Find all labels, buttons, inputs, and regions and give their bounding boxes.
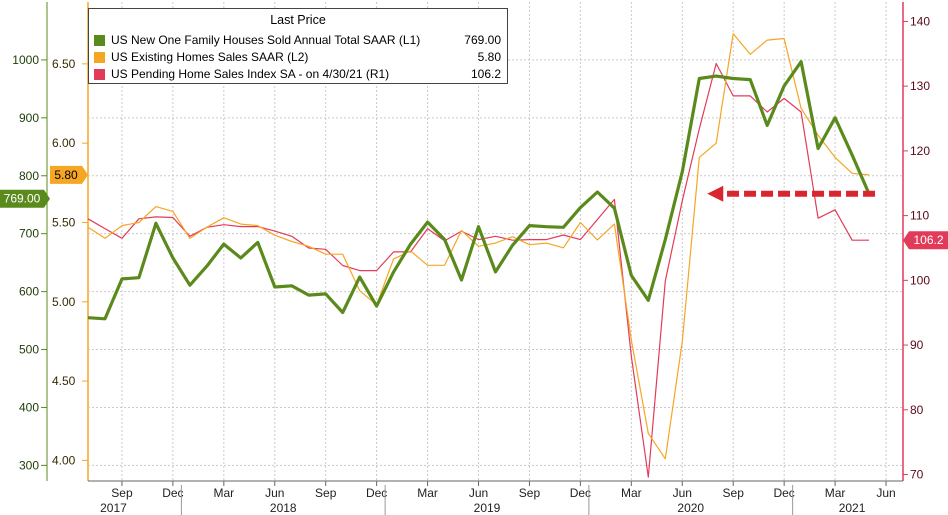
legend-item-new-homes: US New One Family Houses Sold Annual Tot…	[94, 32, 501, 48]
l1-tick-label: 1000	[12, 53, 39, 67]
l2-tick-label: 5.50	[52, 215, 76, 229]
x-tick-label: Sep	[315, 486, 337, 500]
r1-tick-label: 130	[910, 79, 930, 93]
r1-tick-label: 80	[910, 403, 924, 417]
year-label: 2017	[100, 501, 127, 515]
x-tick-label: Dec	[773, 486, 794, 500]
legend-value-pending-homes: 106.2	[470, 67, 501, 81]
legend-title: Last Price	[270, 13, 326, 27]
x-tick-label: Mar	[825, 486, 846, 500]
r1-tick-label: 120	[910, 144, 930, 158]
badge-new-homes-text: 769.00	[4, 192, 41, 206]
l2-tick-label: 4.50	[52, 374, 76, 388]
x-tick-label: Dec	[366, 486, 387, 500]
l1-tick-label: 700	[19, 227, 39, 241]
x-tick-label: Sep	[111, 486, 133, 500]
l2-tick-label: 4.00	[52, 453, 76, 467]
badge-new-homes-bg	[0, 189, 50, 208]
l1-tick-label: 900	[19, 111, 39, 125]
badge-pending-homes: 106.2	[903, 231, 948, 250]
l1-tick-label: 800	[19, 169, 39, 183]
l2-tick-label: 6.00	[52, 136, 76, 150]
badge-pending-homes-bg	[903, 231, 948, 250]
legend-swatch-existing-homes	[94, 51, 105, 63]
badge-existing-homes-text: 5.80	[54, 168, 78, 182]
badge-existing-homes: 5.80	[50, 165, 88, 184]
l1-tick-label: 500	[19, 343, 39, 357]
legend: Last Price US New One Family Houses Sold…	[88, 8, 508, 84]
series-line-existing-homes	[87, 33, 870, 460]
l2-tick-label: 5.00	[52, 295, 76, 309]
legend-value-existing-homes: 5.80	[477, 50, 501, 64]
x-tick-label: Jun	[265, 486, 284, 500]
series-line-pending-homes	[87, 62, 869, 478]
r1-tick-label: 90	[910, 338, 924, 352]
badge-pending-homes-text: 106.2	[913, 233, 943, 247]
x-tick-label: Mar	[621, 486, 642, 500]
x-tick-label: Jun	[673, 486, 692, 500]
legend-label-existing-homes: US Existing Homes Sales SAAR (L2)	[111, 50, 309, 64]
legend-swatch-new-homes	[94, 34, 105, 46]
r1-tick-label: 140	[910, 14, 930, 28]
year-label: 2018	[270, 501, 297, 515]
badge-new-homes: 769.00	[0, 189, 50, 208]
year-label: 2021	[839, 501, 866, 515]
legend-item-pending-homes: US Pending Home Sales Index SA - on 4/30…	[94, 66, 501, 82]
l1-tick-label: 400	[19, 400, 39, 414]
legend-swatch-pending-homes	[94, 68, 105, 80]
x-tick-label: Sep	[519, 486, 541, 500]
l1-tick-label: 300	[19, 458, 39, 472]
r1-tick-label: 110	[910, 209, 929, 223]
r1-tick-label: 70	[910, 468, 924, 482]
r1-tick-label: 100	[910, 273, 930, 287]
annotation-arrow-head	[707, 185, 724, 202]
year-label: 2020	[677, 501, 704, 515]
series-line-new-homes	[87, 60, 871, 321]
x-tick-label: Dec	[570, 486, 591, 500]
x-tick-label: Sep	[723, 486, 745, 500]
year-label: 2019	[474, 501, 501, 515]
l2-tick-label: 6.50	[52, 57, 76, 71]
x-tick-label: Dec	[162, 486, 183, 500]
badge-existing-homes-bg	[50, 165, 88, 184]
x-tick-label: Jun	[876, 486, 895, 500]
l1-tick-label: 600	[19, 285, 39, 299]
legend-label-pending-homes: US Pending Home Sales Index SA - on 4/30…	[111, 67, 390, 81]
legend-label-new-homes: US New One Family Houses Sold Annual Tot…	[111, 33, 421, 47]
legend-item-existing-homes: US Existing Homes Sales SAAR (L2) 5.80	[94, 49, 501, 65]
legend-value-new-homes: 769.00	[464, 33, 501, 47]
x-tick-label: Jun	[469, 486, 488, 500]
x-tick-label: Mar	[417, 486, 438, 500]
x-tick-label: Mar	[213, 486, 234, 500]
